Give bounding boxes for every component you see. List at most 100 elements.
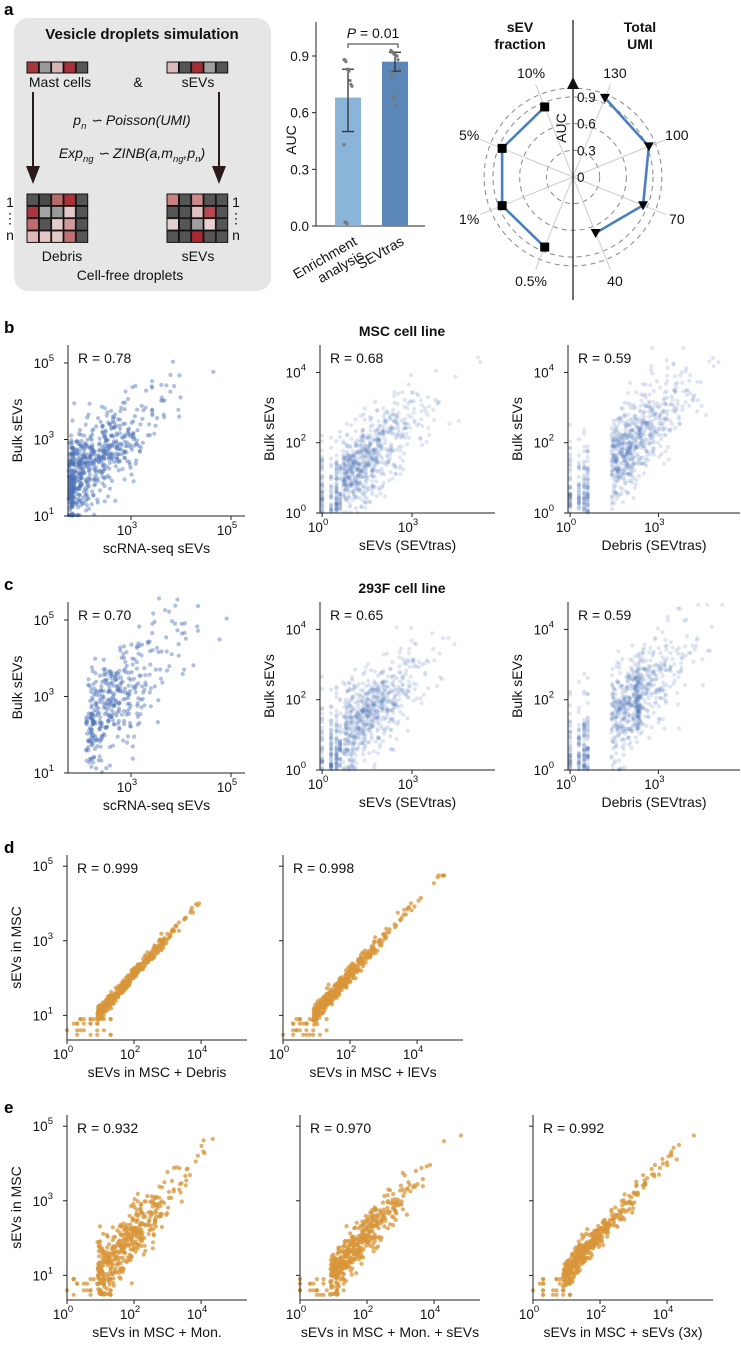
data-point [656, 667, 661, 673]
data-point [355, 700, 360, 705]
data-point [83, 461, 88, 466]
data-point [350, 694, 355, 699]
data-point [92, 449, 97, 454]
data-point [104, 464, 109, 469]
data-point [127, 432, 132, 437]
data-point [159, 931, 164, 936]
data-point [155, 416, 160, 421]
data-point [132, 734, 137, 739]
data-point [360, 437, 365, 442]
data-point [617, 731, 622, 736]
data-point [585, 476, 590, 481]
data-point [376, 710, 381, 715]
data-point [130, 662, 135, 667]
data-point [72, 490, 77, 495]
data-point [128, 434, 133, 439]
data-point [121, 422, 126, 427]
data-point [69, 481, 74, 486]
data-point [70, 476, 76, 481]
data-point [342, 143, 346, 147]
data-point [329, 462, 334, 467]
data-point [77, 476, 82, 482]
data-point [646, 668, 651, 673]
data-point [358, 736, 363, 741]
matrix-cell [63, 205, 76, 219]
data-point [416, 393, 421, 398]
data-point [692, 647, 697, 652]
data-point [95, 1032, 100, 1037]
data-point [91, 452, 96, 457]
data-point [100, 444, 105, 449]
data-point [350, 469, 356, 475]
radial-axis-label: AUC [553, 113, 569, 143]
data-point [568, 744, 573, 750]
data-point [89, 742, 94, 748]
data-point [194, 902, 199, 907]
left-index-first: 1 [6, 194, 14, 210]
data-point [576, 722, 582, 727]
matrix-cell [63, 218, 76, 231]
data-point [576, 501, 582, 506]
data-point [610, 715, 615, 721]
data-point [97, 754, 102, 759]
eq2-p-sub: n [195, 154, 200, 165]
data-point [90, 428, 95, 433]
data-point [128, 445, 134, 450]
data-point [668, 427, 674, 432]
data-point [662, 390, 667, 395]
data-point [79, 444, 84, 450]
data-point [69, 468, 74, 473]
data-point [419, 701, 424, 706]
data-point [127, 426, 132, 431]
data-point [111, 694, 116, 699]
data-point [117, 423, 122, 428]
data-point [478, 359, 483, 365]
data-point [320, 464, 325, 469]
matrix-cell [38, 230, 52, 243]
data-point [329, 721, 334, 726]
data-point [382, 494, 388, 499]
data-point [114, 439, 119, 444]
data-point [650, 704, 655, 709]
data-point [351, 452, 356, 457]
data-point [97, 456, 102, 461]
data-point [399, 418, 404, 423]
data-point [118, 417, 123, 422]
data-point [68, 495, 73, 500]
data-point [362, 442, 367, 447]
data-point [338, 434, 343, 439]
data-point [70, 480, 75, 485]
data-point [398, 670, 403, 675]
y-tick-label: 100 [534, 760, 554, 778]
data-point [389, 442, 394, 447]
data-point [680, 380, 685, 385]
spoke [535, 84, 574, 178]
correlation-label: R = 0.59 [578, 350, 632, 366]
data-point [101, 469, 106, 474]
data-point [676, 416, 682, 421]
data-point [412, 687, 417, 692]
ampersand-label: & [133, 74, 143, 90]
data-point [159, 398, 164, 403]
tick-exponent: 3 [132, 520, 137, 531]
square-marker [497, 201, 507, 211]
data-point [627, 742, 632, 747]
data-point [131, 431, 136, 436]
data-point [107, 442, 112, 447]
data-point [419, 417, 424, 422]
data-point [665, 416, 670, 421]
data-point [77, 431, 82, 437]
data-point [685, 388, 690, 393]
x-tick-label: 100 [556, 774, 576, 792]
data-point [82, 455, 87, 460]
data-point [107, 486, 112, 491]
matrix-cell [178, 193, 192, 206]
data-point [628, 470, 634, 475]
data-point [376, 419, 381, 424]
data-point [150, 621, 155, 626]
p-italic: P [347, 25, 357, 41]
data-point [672, 672, 677, 677]
data-point [88, 444, 93, 449]
correlation-label: R = 0.59 [578, 607, 632, 623]
